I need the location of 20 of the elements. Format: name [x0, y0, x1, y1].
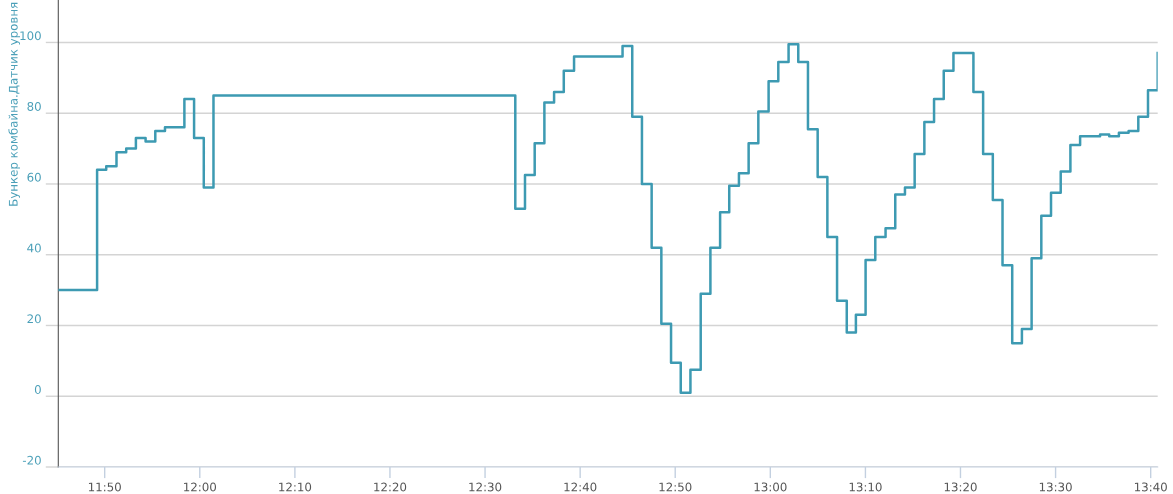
x-tick-label: 13:00: [754, 482, 787, 492]
x-tick-label: 12:30: [469, 482, 502, 492]
y-tick-label: 0: [34, 385, 41, 394]
y-tick-label: 80: [27, 102, 41, 111]
x-tick-label: 13:10: [849, 482, 882, 492]
y-tick-label: 40: [27, 243, 41, 253]
x-tick-label: 12:50: [659, 482, 692, 492]
x-tick-label: 12:10: [279, 482, 312, 492]
y-tick-label: 20: [27, 314, 41, 324]
x-tick-label: 13:30: [1039, 482, 1072, 492]
x-tick-label: 13:20: [944, 482, 977, 492]
y-tick-label: -20: [22, 455, 41, 465]
y-tick-label: 100: [20, 31, 41, 41]
y-axis-title: Бункер комбайна.Датчик уровня: [8, 2, 20, 206]
x-tick-label: 12:40: [564, 482, 597, 492]
x-tick-label: 12:00: [184, 482, 217, 492]
x-tick-label: 11:50: [88, 482, 121, 492]
x-tick-label: 13:40: [1134, 482, 1167, 492]
x-tick-label: 12:20: [374, 482, 407, 492]
y-tick-label: 60: [27, 172, 41, 182]
